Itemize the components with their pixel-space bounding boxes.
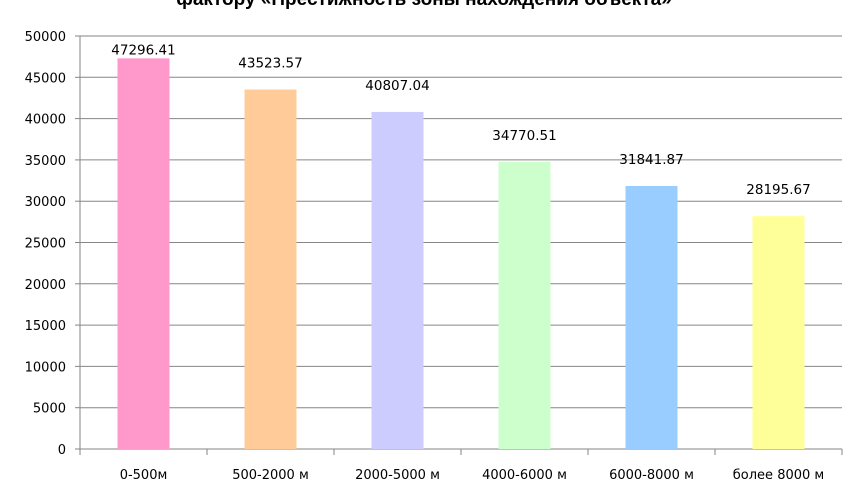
y-tick-label: 20000 [25,278,66,293]
y-tick-label: 50000 [25,30,66,45]
data-label: 28195.67 [746,182,810,198]
bar-3 [371,111,424,450]
x-category-label: 2000-5000 м [355,468,440,483]
bar-5 [625,185,678,450]
chart-title: фактору «Престижность зоны нахождения об… [0,0,848,11]
bar-2 [244,89,297,450]
y-tick-label: 45000 [25,71,66,86]
data-label: 31841.87 [619,152,683,168]
y-tick-label: 5000 [33,402,66,417]
bar-4 [498,161,551,449]
bar-1 [117,58,170,449]
bar-6 [752,216,805,449]
data-label: 47296.41 [111,42,175,58]
y-tick-label: 30000 [25,195,66,210]
x-category-label: более 8000 м [733,468,824,483]
x-category-label: 0-500м [120,468,168,483]
data-label: 43523.57 [238,55,302,71]
y-tick-label: 25000 [25,237,66,252]
data-label: 40807.04 [365,78,429,94]
y-tick-label: 40000 [25,113,66,128]
x-category-label: 4000-6000 м [482,468,567,483]
x-category-label: 500-2000 м [232,468,309,483]
y-tick-label: 10000 [25,360,66,375]
data-label: 34770.51 [492,128,556,144]
y-tick-label: 15000 [25,319,66,334]
y-tick-label: 35000 [25,154,66,169]
y-tick-label: 0 [58,443,66,458]
x-category-label: 6000-8000 м [609,468,694,483]
